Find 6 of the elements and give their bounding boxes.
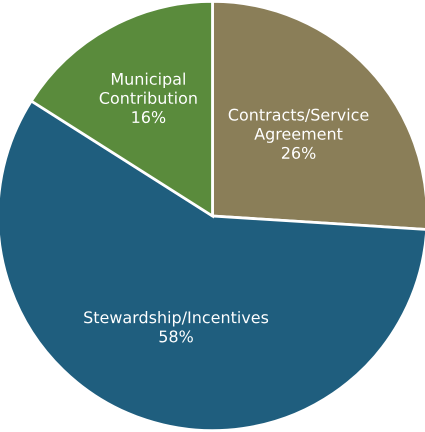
data-label: 26% [282,146,316,159]
slice-label: Stewardship/Incentives [84,310,268,326]
slice-label: Municipal Contribution [100,72,197,104]
slice-label: Contracts/Service Agreement [228,108,368,143]
data-label: 58% [160,330,193,342]
data-label: 16% [132,111,166,124]
